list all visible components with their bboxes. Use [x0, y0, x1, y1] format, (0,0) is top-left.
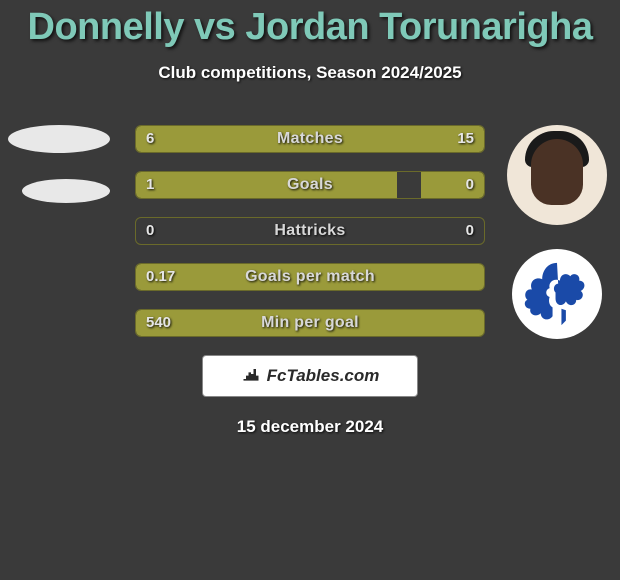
watermark: FcTables.com — [202, 355, 418, 397]
player-left-column — [8, 125, 118, 229]
stat-row: 540Min per goal — [135, 309, 485, 337]
subtitle: Club competitions, Season 2024/2025 — [0, 63, 620, 83]
indian-head-icon — [520, 257, 594, 331]
comparison-panel: 615Matches 10Goals 00Hattricks 0.17Goals pe… — [0, 125, 620, 337]
player-right-column — [502, 125, 612, 339]
watermark-text: FcTables.com — [267, 366, 380, 386]
stat-row: 0.17Goals per match — [135, 263, 485, 291]
stat-label: Min per goal — [136, 310, 484, 336]
stat-row: 00Hattricks — [135, 217, 485, 245]
player-left-club-placeholder — [22, 179, 110, 203]
stat-label: Matches — [136, 126, 484, 152]
stat-label: Goals per match — [136, 264, 484, 290]
stat-label: Goals — [136, 172, 484, 198]
stat-row: 615Matches — [135, 125, 485, 153]
page-title: Donnelly vs Jordan Torunarigha — [0, 0, 620, 49]
stat-label: Hattricks — [136, 218, 484, 244]
stat-row: 10Goals — [135, 171, 485, 199]
player-right-club-logo — [512, 249, 602, 339]
player-left-avatar-placeholder — [8, 125, 110, 153]
chart-icon — [241, 364, 261, 389]
stat-bars: 615Matches 10Goals 00Hattricks 0.17Goals pe… — [135, 125, 485, 337]
date-text: 15 december 2024 — [0, 417, 620, 437]
player-right-avatar — [507, 125, 607, 225]
